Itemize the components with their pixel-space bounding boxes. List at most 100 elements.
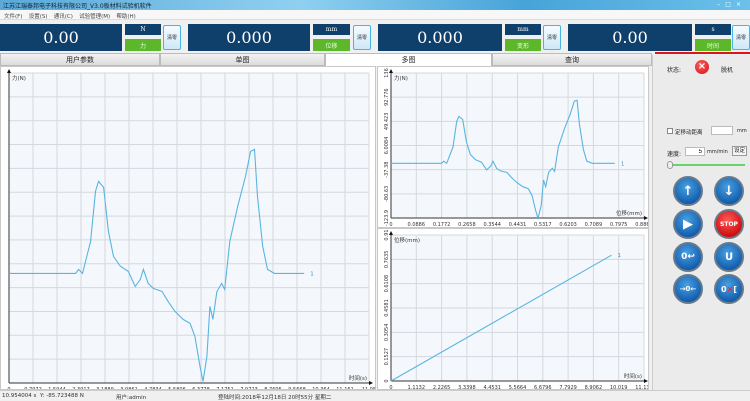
menu-test-management[interactable]: 试验管理(M) xyxy=(79,14,111,20)
tab-multi-chart[interactable]: 多图 xyxy=(325,53,492,66)
y-tick-label: 92.776 xyxy=(384,88,390,106)
y-axis-arrow xyxy=(7,69,11,73)
menu-file[interactable]: 文件(F) xyxy=(4,14,23,20)
y-tick-label: 136 xyxy=(384,68,390,78)
series-line xyxy=(391,99,615,221)
x-tick-label: 2.3917 xyxy=(72,387,90,390)
move-down-button[interactable]: ↓ xyxy=(714,176,744,206)
force-time-chart: 0 0.7972 1.5944 2.3917 3.1889 3.9861 4.7834 5.5… xyxy=(0,66,376,390)
clamp-icon: ᑌ xyxy=(724,251,734,263)
y-tick-label: 0.4581 xyxy=(384,299,390,317)
menu-communication[interactable]: 通讯(C) xyxy=(53,14,73,20)
x-tick-label: 3.3398 xyxy=(458,385,476,390)
x-tick-label: 3.9861 xyxy=(120,387,138,390)
x-axis-label: 时间(s) xyxy=(624,372,642,380)
deformation-zero-button[interactable]: 清零 xyxy=(543,25,561,50)
x-readout: 10.954004 s xyxy=(2,393,37,399)
x-tick-label: 6.6796 xyxy=(534,385,552,390)
status-value: 脱机 xyxy=(721,67,734,74)
x-tick-label: 10.364 xyxy=(312,387,330,390)
x-tick-label: 7.9723 xyxy=(240,387,258,390)
series-line xyxy=(9,148,305,382)
x-tick-label: 0.5317 xyxy=(534,222,552,228)
y-tick-label: 0.7635 xyxy=(384,251,390,269)
x-tick-label: 0.1772 xyxy=(433,222,451,228)
x-tick-label: 5.5806 xyxy=(168,387,186,390)
x-tick-label: 0.7972 xyxy=(24,387,42,390)
menu-help[interactable]: 帮助(H) xyxy=(116,14,136,20)
cancel-clamp-icon: 0✕[ xyxy=(721,284,737,294)
series-label: 1 xyxy=(617,253,621,259)
force-unit: N xyxy=(125,24,161,35)
x-tick-label: 0 xyxy=(389,385,392,390)
force-label: 力 xyxy=(125,39,161,51)
minimize-button[interactable]: – xyxy=(717,1,726,8)
x-tick-label: 3.1889 xyxy=(96,387,114,390)
x-tick-label: 0.6203 xyxy=(559,222,577,228)
x-axis-arrow xyxy=(644,379,648,383)
window-controls[interactable]: –□× xyxy=(717,1,746,8)
x-tick-label: 0.2658 xyxy=(458,222,476,228)
x-axis-label: 时间(s) xyxy=(349,374,367,382)
y-tick-label: 0.3054 xyxy=(384,324,390,342)
fixed-distance-checkbox[interactable] xyxy=(667,128,673,134)
x-tick-label: 4.7834 xyxy=(144,387,162,390)
deformation-unit: mm xyxy=(505,24,541,35)
tab-single-chart[interactable]: 单图 xyxy=(160,53,325,66)
x-tick-label: 11.132 xyxy=(635,385,649,390)
status-label: 状态: xyxy=(667,67,682,74)
y-tick-label: 49.423 xyxy=(384,113,390,131)
x-tick-label: 0.3544 xyxy=(483,222,501,228)
y-axis-label: 力(N) xyxy=(394,74,408,82)
y-tick-label: 0.6108 xyxy=(384,275,390,293)
stop-button[interactable]: STOP xyxy=(714,209,744,239)
x-tick-label: 0.7975 xyxy=(610,222,628,228)
maximize-button[interactable]: □ xyxy=(725,1,736,8)
menu-settings[interactable]: 设置(S) xyxy=(28,14,48,20)
force-zero-button[interactable]: 清零 xyxy=(163,25,181,50)
tab-query[interactable]: 查询 xyxy=(492,53,652,66)
clamp-release-button[interactable]: ᑌ xyxy=(714,242,744,272)
fixed-distance-unit: mm xyxy=(737,128,747,134)
speed-label: 速度: xyxy=(667,151,682,158)
tab-user-params[interactable]: 用户参数 xyxy=(0,53,160,66)
force-display: 0.00 xyxy=(0,24,122,51)
speed-input[interactable] xyxy=(685,147,705,156)
x-axis-label: 位移(mm) xyxy=(616,209,642,217)
x-tick-label: 8.9062 xyxy=(585,385,603,390)
plot-area xyxy=(9,73,369,383)
speed-slider-handle[interactable] xyxy=(667,161,673,169)
move-up-button[interactable]: ↑ xyxy=(673,176,703,206)
x-tick-label: 0.7089 xyxy=(585,222,603,228)
return-zero-button[interactable]: 0↩ xyxy=(673,242,703,272)
set-speed-button[interactable]: 设定 xyxy=(732,146,747,156)
fixed-distance-label: 定移动距离 xyxy=(675,130,703,136)
x-tick-label: 7.7929 xyxy=(559,385,577,390)
y-tick-label: 0.1527 xyxy=(384,348,390,366)
x-axis-arrow xyxy=(644,216,648,220)
control-panel: 状态: × 脱机 定移动距离 mm 速度: mm/min 设定 ↑ ↓ ▶ ST… xyxy=(652,55,750,390)
disconnected-icon: × xyxy=(695,60,709,74)
start-button[interactable]: ▶ xyxy=(673,209,703,239)
time-display: 0.00 xyxy=(568,24,692,51)
y-axis-arrow xyxy=(389,69,393,73)
series-label: 1 xyxy=(310,271,314,277)
speed-unit: mm/min xyxy=(707,149,728,155)
series-label: 1 xyxy=(621,161,625,167)
x-axis-arrow xyxy=(369,381,373,385)
x-tick-label: 0 xyxy=(389,222,392,228)
close-button[interactable]: × xyxy=(735,1,746,8)
x-tick-label: 10.019 xyxy=(610,385,628,390)
zero-center-button[interactable]: →0← xyxy=(673,274,703,304)
fixed-distance-input[interactable] xyxy=(711,126,733,135)
displacement-zero-button[interactable]: 清零 xyxy=(353,25,371,50)
status-indicator-line xyxy=(655,52,750,54)
play-icon: ▶ xyxy=(683,216,693,232)
title-bar: 江苏江瑞泰邦电子科技有限公司_V3.0板材料试验机软件 –□× xyxy=(0,0,750,10)
y-tick-label: 6.0084 xyxy=(384,137,390,155)
speed-slider-track[interactable] xyxy=(671,164,745,166)
y-axis-arrow xyxy=(389,231,393,235)
return-to-zero-icon: 0↩ xyxy=(681,252,695,262)
time-zero-button[interactable]: 清零 xyxy=(732,25,750,50)
cancel-clamp-button[interactable]: 0✕[ xyxy=(714,274,744,304)
